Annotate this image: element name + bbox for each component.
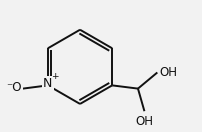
Text: N: N [43,77,53,90]
Text: OH: OH [159,66,177,79]
Text: +: + [51,72,59,81]
Text: ⁻O: ⁻O [7,81,22,94]
Text: OH: OH [135,115,154,128]
